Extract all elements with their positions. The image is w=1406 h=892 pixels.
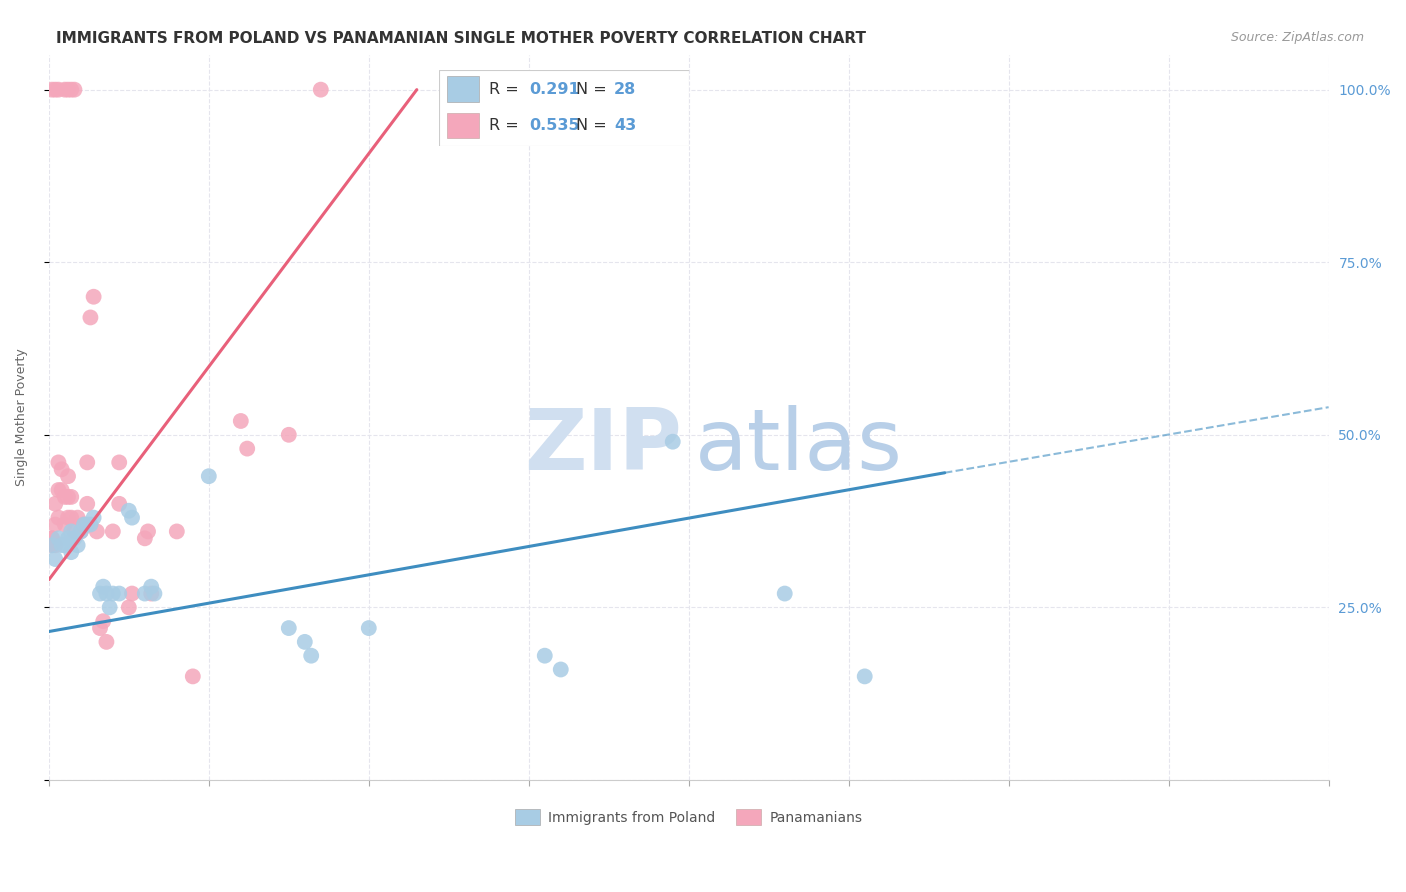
Point: [69, 524, 91, 539]
Point: [79, 310, 101, 325]
Point: [76, 497, 98, 511]
Text: Source: ZipAtlas.com: Source: ZipAtlas.com: [1230, 31, 1364, 45]
Point: [98, 600, 121, 615]
Point: [141, 586, 163, 600]
Point: [51, 462, 73, 476]
Y-axis label: Single Mother Poverty: Single Mother Poverty: [15, 349, 28, 486]
Legend: Immigrants from Poland, Panamanians: Immigrants from Poland, Panamanians: [509, 804, 868, 831]
Point: [56, 469, 79, 483]
Point: [136, 524, 159, 539]
Point: [44, 552, 66, 566]
Point: [73, 517, 96, 532]
Point: [83, 290, 105, 304]
Point: [236, 442, 259, 456]
Point: [66, 538, 89, 552]
Point: [277, 427, 299, 442]
Point: [48, 532, 70, 546]
Point: [63, 532, 86, 546]
Point: [41, 83, 63, 97]
Point: [53, 490, 76, 504]
Text: ZIP: ZIP: [524, 405, 682, 488]
Point: [121, 510, 143, 524]
Point: [166, 524, 188, 539]
Point: [53, 538, 76, 552]
Point: [48, 83, 70, 97]
Point: [229, 414, 252, 428]
Text: atlas: atlas: [695, 405, 903, 488]
Point: [44, 497, 66, 511]
Point: [89, 621, 111, 635]
Point: [56, 83, 79, 97]
Point: [141, 580, 163, 594]
Point: [294, 635, 316, 649]
Point: [41, 538, 63, 552]
Point: [44, 517, 66, 532]
Point: [134, 532, 156, 546]
Point: [118, 600, 141, 615]
Point: [91, 580, 114, 594]
Point: [91, 614, 114, 628]
Point: [86, 524, 108, 539]
Point: [76, 455, 98, 469]
Point: [108, 497, 131, 511]
Point: [63, 83, 86, 97]
Point: [533, 648, 555, 663]
Point: [66, 510, 89, 524]
Point: [198, 469, 221, 483]
Point: [181, 669, 204, 683]
Point: [76, 517, 98, 532]
Point: [96, 635, 118, 649]
Point: [56, 510, 79, 524]
Point: [79, 517, 101, 532]
Point: [299, 648, 322, 663]
Point: [60, 490, 83, 504]
Point: [53, 517, 76, 532]
Point: [60, 545, 83, 559]
Point: [853, 669, 876, 683]
Point: [60, 510, 83, 524]
Point: [53, 83, 76, 97]
Point: [69, 524, 91, 539]
Text: IMMIGRANTS FROM POLAND VS PANAMANIAN SINGLE MOTHER POVERTY CORRELATION CHART: IMMIGRANTS FROM POLAND VS PANAMANIAN SIN…: [56, 31, 866, 46]
Point: [56, 532, 79, 546]
Point: [44, 538, 66, 552]
Point: [101, 524, 124, 539]
Point: [60, 524, 83, 539]
Point: [44, 83, 66, 97]
Point: [96, 586, 118, 600]
Point: [661, 434, 683, 449]
Point: [48, 510, 70, 524]
Point: [773, 586, 796, 600]
Point: [108, 586, 131, 600]
Point: [108, 455, 131, 469]
Point: [357, 621, 380, 635]
Point: [48, 483, 70, 497]
Point: [277, 621, 299, 635]
Point: [309, 83, 332, 97]
Point: [101, 586, 124, 600]
Point: [118, 504, 141, 518]
Point: [83, 510, 105, 524]
Point: [121, 586, 143, 600]
Point: [56, 490, 79, 504]
Point: [550, 663, 572, 677]
Point: [63, 524, 86, 539]
Point: [60, 83, 83, 97]
Point: [134, 586, 156, 600]
Point: [143, 586, 166, 600]
Point: [89, 586, 111, 600]
Point: [73, 517, 96, 532]
Point: [41, 538, 63, 552]
Point: [41, 532, 63, 546]
Point: [48, 455, 70, 469]
Point: [51, 483, 73, 497]
Point: [51, 538, 73, 552]
Point: [41, 532, 63, 546]
